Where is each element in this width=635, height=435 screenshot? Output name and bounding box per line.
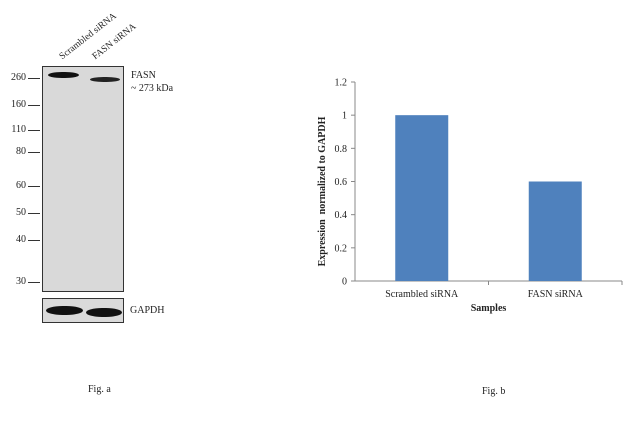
gapdh-blot-membrane [42,298,124,323]
bar-2 [528,181,582,281]
figure-caption-b: Fig. b [482,386,506,397]
x-axis-title: Samples [471,303,507,314]
marker-label-60: 60 [16,180,26,191]
y-tick-label: 0 [342,277,347,288]
y-axis-title: Expression normalized to GAPDH [317,116,328,266]
marker-tick-80 [28,152,40,153]
figure-caption-a: Fig. a [88,384,111,395]
target-size-label: ~ 273 kDa [131,83,174,94]
marker-label-30: 30 [16,276,26,287]
x-tick-label: FASN siRNA [528,289,584,300]
y-tick-label: 1.2 [335,78,348,89]
gapdh-band-scrambled [46,306,83,315]
marker-label-110: 110 [11,124,26,135]
marker-tick-30 [28,282,40,283]
target-protein-label: FASN [131,70,156,81]
marker-tick-160 [28,105,40,106]
y-tick-label: 1 [342,111,347,122]
y-tick-label: 0.2 [335,243,348,254]
y-tick-label: 0.8 [335,144,348,155]
marker-label-260: 260 [11,72,26,83]
fasn-band-scrambled [48,72,79,78]
marker-label-160: 160 [11,99,26,110]
marker-label-80: 80 [16,146,26,157]
loading-control-label: GAPDH [130,305,165,316]
gapdh-band-knockdown [86,308,122,317]
bar-1 [395,115,449,282]
marker-tick-60 [28,186,40,187]
marker-label-50: 50 [16,207,26,218]
x-tick-label: Scrambled siRNA [385,289,459,300]
marker-tick-110 [28,130,40,131]
y-tick-label: 0.4 [335,210,348,221]
marker-label-40: 40 [16,234,26,245]
marker-tick-260 [28,78,40,79]
fasn-band-knockdown [90,77,120,82]
y-tick-label: 0.6 [335,177,348,188]
marker-tick-40 [28,240,40,241]
fasn-blot-membrane [42,66,124,292]
marker-tick-50 [28,213,40,214]
